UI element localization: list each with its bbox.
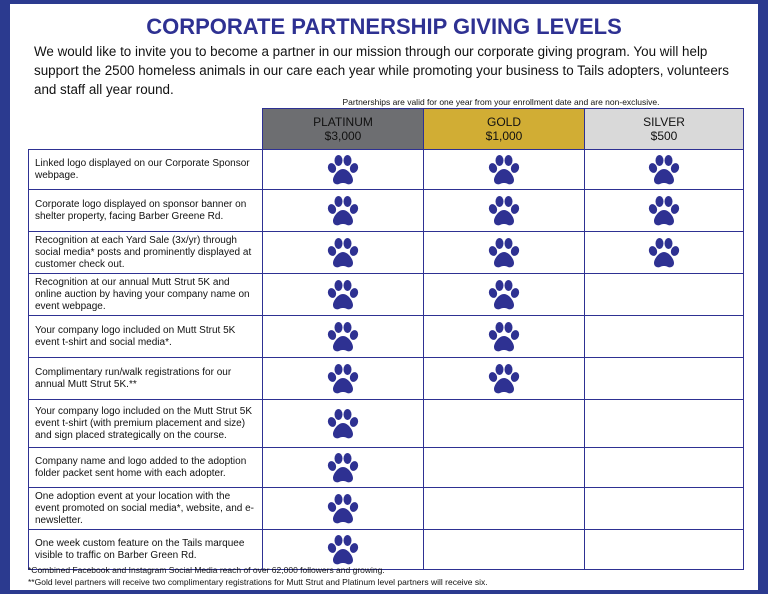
benefit-row: Your company logo included on Mutt Strut… [28,315,744,358]
benefit: Recognition at our annual Mutt Strut 5K … [28,273,263,316]
tier-cell [423,231,585,274]
benefit-row: Your company logo included on the Mutt S… [28,399,744,448]
paw-icon [327,408,359,438]
paw-icon [327,279,359,309]
benefit: Your company logo included on the Mutt S… [28,399,263,448]
benefit-row: One adoption event at your location with… [28,487,744,530]
benefit: Recognition at each Yard Sale (3x/yr) th… [28,231,263,274]
tier-cell [423,149,585,190]
tier-cell [584,149,744,190]
levels-table: PLATINUM $3,000 GOLD $1,000 SILVER $500 Linked… [28,108,744,570]
tier-price: $500 [650,129,678,143]
footnote: *Combined Facebook and Instagram Social … [28,565,385,575]
benefit-row: Linked logo displayed on our Corporate S… [28,149,744,190]
tier-cell [423,487,585,530]
paw-icon [488,195,520,225]
benefit-row: Complimentary run/walk registrations for… [28,357,744,400]
paw-icon [488,237,520,267]
tier-cell [423,529,585,570]
note: Partnerships are valid for one year from… [342,97,660,107]
paw-icon [327,534,359,564]
tier-name: GOLD [486,115,521,129]
tier-cell [423,447,585,488]
tier-cell [262,487,424,530]
paw-icon [327,195,359,225]
benefit: One week custom feature on the Tails mar… [28,529,263,570]
tier-cell [584,487,744,530]
benefit-row: Recognition at our annual Mutt Strut 5K … [28,273,744,316]
benefit: Linked logo displayed on our Corporate S… [28,149,263,190]
paw-icon [648,195,680,225]
tier-cell [584,273,744,316]
benefit: One adoption event at your location with… [28,487,263,530]
tier-cell [262,399,424,448]
title: CORPORATE PARTNERSHIP GIVING LEVELS [146,14,622,39]
paw-icon [327,363,359,393]
tier-cell [423,357,585,400]
footnote: **Gold level partners will receive two c… [28,577,488,587]
benefit: Company name and logo added to the adopt… [28,447,263,488]
benefit-row: Company name and logo added to the adopt… [28,447,744,488]
paw-icon [488,321,520,351]
tier-cell [584,447,744,488]
paw-icon [648,154,680,184]
benefit: Your company logo included on Mutt Strut… [28,315,263,358]
tier-cell [423,273,585,316]
benefit-row: One week custom feature on the Tails mar… [28,529,744,570]
tier-price: $1,000 [485,129,523,143]
paw-icon [327,493,359,523]
benefit-row: Recognition at each Yard Sale (3x/yr) th… [28,231,744,274]
tier-cell [584,189,744,232]
tier-cell [584,357,744,400]
tier-cell [584,231,744,274]
tier-name: SILVER [643,115,685,129]
tier-cell [262,149,424,190]
tier-cell [423,399,585,448]
benefit: Complimentary run/walk registrations for… [28,357,263,400]
intro: We would like to invite you to become a … [34,44,729,97]
tier-cell [584,315,744,358]
tier-cell [262,315,424,358]
tier-cell [584,529,744,570]
paw-icon [488,279,520,309]
blank [29,109,263,150]
tier-price: $3,000 [324,129,362,143]
paw-icon [327,154,359,184]
panel: CORPORATE PARTNERSHIP GIVING LEVELS We w… [10,4,758,590]
benefit-row: Corporate logo displayed on sponsor bann… [28,189,744,232]
tier-header: GOLD $1,000 [423,108,585,150]
paw-icon [488,154,520,184]
benefit: Corporate logo displayed on sponsor bann… [28,189,263,232]
tier-cell [262,273,424,316]
tier-cell [423,315,585,358]
header-row: PLATINUM $3,000 GOLD $1,000 SILVER $500 [29,108,744,150]
tier-name: PLATINUM [313,115,373,129]
tier-cell [423,189,585,232]
tier-cell [584,399,744,448]
paw-icon [327,237,359,267]
paw-icon [327,321,359,351]
tier-header: SILVER $500 [584,108,744,150]
tier-cell [262,189,424,232]
tier-cell [262,231,424,274]
paw-icon [327,452,359,482]
paw-icon [488,363,520,393]
tier-cell [262,357,424,400]
paw-icon [648,237,680,267]
tier-cell [262,447,424,488]
tier-cell [262,529,424,570]
tier-header: PLATINUM $3,000 [262,108,424,150]
